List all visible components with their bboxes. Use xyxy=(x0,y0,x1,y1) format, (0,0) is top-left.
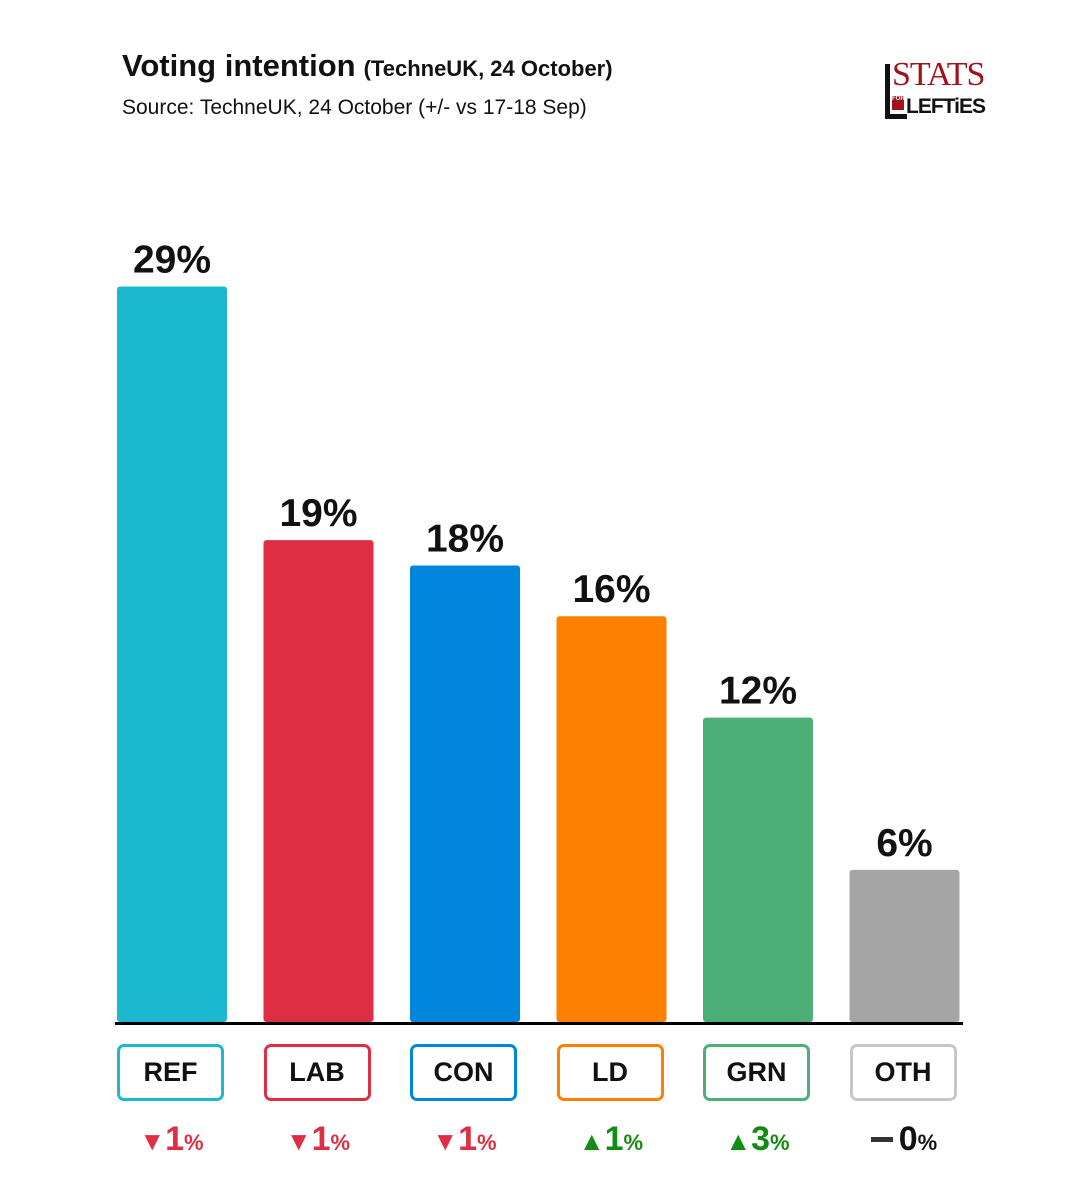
change-unit: % xyxy=(330,1130,351,1155)
party-label-grn: GRN xyxy=(703,1044,810,1101)
bar-con xyxy=(410,565,520,1022)
party-label-con: CON xyxy=(410,1044,517,1101)
change-indicator-con: ▼1% xyxy=(408,1120,521,1159)
party-label-ref: REF xyxy=(117,1044,224,1101)
change-indicator-grn: ▲3% xyxy=(701,1120,814,1159)
up-arrow-icon: ▲ xyxy=(725,1126,752,1156)
change-indicator-oth: 0% xyxy=(848,1120,961,1159)
logo-stats-text: STATS xyxy=(892,56,985,93)
value-label-ref: 29% xyxy=(133,239,211,282)
change-value: 1 xyxy=(165,1120,185,1158)
down-arrow-icon: ▼ xyxy=(285,1126,312,1156)
down-arrow-icon: ▼ xyxy=(139,1126,166,1156)
party-label-oth: OTH xyxy=(849,1044,957,1101)
change-unit: % xyxy=(770,1130,790,1155)
change-value: 1 xyxy=(458,1120,478,1158)
logo-lefties-text: LEFTiES xyxy=(906,95,986,118)
bar-oth xyxy=(849,869,960,1022)
up-arrow-icon: ▲ xyxy=(578,1126,605,1156)
bar-ld xyxy=(556,616,667,1022)
bar-grn xyxy=(703,717,813,1022)
change-unit: % xyxy=(477,1130,497,1155)
bar-ref xyxy=(117,286,227,1022)
change-value: 3 xyxy=(751,1120,771,1158)
no-change-dash-icon xyxy=(870,1137,893,1143)
value-label-oth: 6% xyxy=(876,822,932,865)
change-unit: % xyxy=(184,1130,204,1155)
change-indicator-ref: ▼1% xyxy=(115,1120,228,1159)
change-indicator-ld: ▲1% xyxy=(555,1120,668,1159)
change-unit: % xyxy=(917,1130,938,1155)
party-label-lab: LAB xyxy=(263,1044,371,1101)
value-label-grn: 12% xyxy=(719,670,797,713)
change-indicator-lab: ▼1% xyxy=(262,1120,375,1159)
party-label-ld: LD xyxy=(556,1044,664,1101)
change-value: 0 xyxy=(898,1120,918,1158)
value-label-ld: 16% xyxy=(572,568,650,611)
stats-for-lefties-logo: STATS FOR LEFTiES xyxy=(885,58,986,122)
down-arrow-icon: ▼ xyxy=(432,1126,459,1156)
change-unit: % xyxy=(623,1130,644,1155)
value-label-con: 18% xyxy=(426,518,504,561)
bar-lab xyxy=(263,540,374,1022)
chart-title-note: (TechneUK, 24 October) xyxy=(363,56,613,81)
change-value: 1 xyxy=(311,1120,331,1158)
chart-subtitle: Source: TechneUK, 24 October (+/- vs 17-… xyxy=(122,96,587,119)
logo-for-text: FOR xyxy=(892,96,905,110)
chart-title: Voting intention (TechneUK, 24 October) xyxy=(122,48,613,84)
change-value: 1 xyxy=(604,1120,624,1158)
value-label-lab: 19% xyxy=(279,492,357,535)
chart-title-text: Voting intention xyxy=(122,48,356,83)
